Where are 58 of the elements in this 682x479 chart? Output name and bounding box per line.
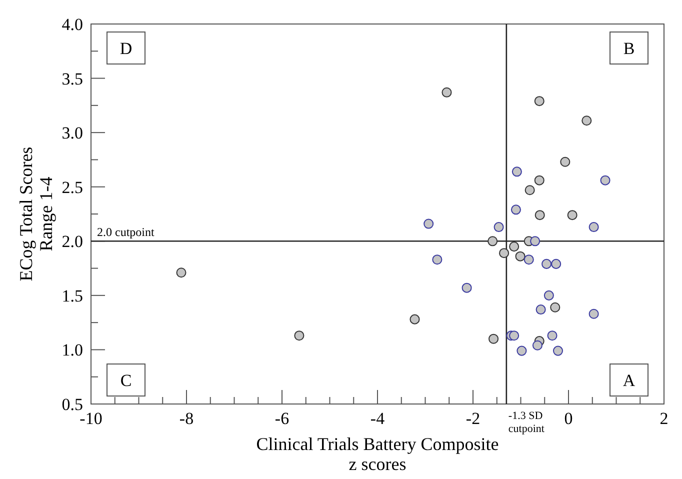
y-tick-label: 2.5 [62,178,83,197]
point [534,96,544,106]
point [588,222,599,232]
point [499,248,510,258]
point [552,346,564,356]
point [509,242,520,252]
point [424,218,434,229]
point [432,254,442,265]
point [515,251,526,262]
point [567,210,578,220]
point [510,204,521,215]
point [509,330,520,341]
point [442,87,452,98]
y-tick-label: 1.5 [62,286,83,306]
y-tick-label: 4.0 [62,15,83,34]
point [588,308,599,319]
x-tick-label: 2 [660,409,668,428]
point [560,156,570,167]
annotation: A [622,371,636,390]
x-tick-label: -8 [179,409,194,428]
y-tick-label: 1.0 [62,340,83,360]
point [524,185,535,196]
point [488,236,498,246]
point [536,304,546,315]
y-axis-title: ECog Total Scores Range 1-4 [16,146,56,282]
point [551,258,562,269]
x-tick-label: -2 [466,409,480,428]
ref-line-label: -1.3 SD cutpoint [508,410,544,435]
point [488,334,499,344]
x-tick-label: 0 [564,409,573,428]
point [530,236,540,246]
point [542,258,552,269]
annotation: B [623,39,635,58]
x-tick-label: -4 [370,409,386,428]
point [547,330,558,341]
y-tick-label: 3.5 [62,69,83,88]
point [524,254,534,265]
point [534,210,545,220]
point [544,290,554,300]
point [532,340,542,350]
point [512,166,522,177]
point [176,268,186,278]
point [534,175,544,186]
point [600,175,610,186]
y-tick-label: 3.0 [62,124,83,143]
point [294,330,304,341]
point [582,116,592,126]
x-axis-title: Clinical Trials Battery Composite z scores [256,434,499,474]
y-tick-label: 2.0 [62,232,83,252]
x-tick-label: -6 [274,409,290,428]
annotation: C [120,371,132,390]
point [462,282,472,293]
point [550,302,560,312]
point [494,222,504,232]
point [410,314,420,324]
point [516,346,527,356]
ref-line-label: 2.0 cutpoint [97,225,155,240]
annotation: D [120,39,132,58]
